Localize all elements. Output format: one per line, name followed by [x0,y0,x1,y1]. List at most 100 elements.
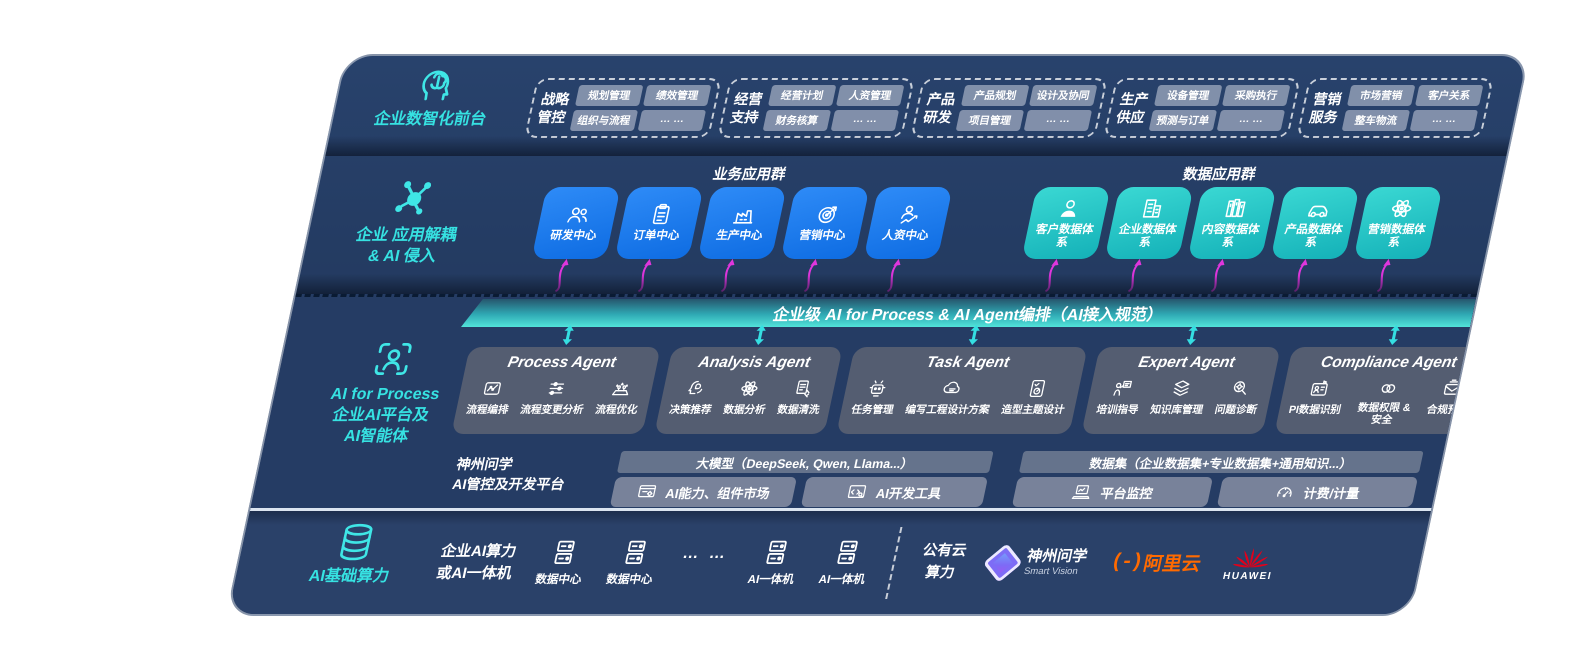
group-product-rd: 产品 研发 产品规划 设计及协同 项目管理 … … [910,78,1108,138]
building-icon [1137,196,1167,221]
group-operation: 经营 支持 经营计划 人资管理 财务核算 … … [717,78,915,138]
laptop-icon [1070,482,1094,502]
team-icon [563,202,593,227]
rings-icon [1376,378,1401,399]
ai-process-label: AI for Process 企业AI平台及 AI智能体 [329,386,442,445]
app-box-wrap: 产品数据体系 [1270,187,1360,293]
up-arrow-magenta [720,258,735,293]
dev-tools-icon [845,482,869,502]
architecture-panel: 企业数智化前台 战略 管控 规划管理 绩效管理 组织与流程 … … 经营 支持 经营… [225,54,1530,616]
data-box-enterprise: 企业数据体系 [1104,187,1194,259]
atom-icon [1386,196,1416,221]
pill: … … [1023,110,1093,131]
data-app-group-title: 数据应用群 [1181,167,1258,183]
data-box-marketing: 营销数据体系 [1353,187,1443,259]
car-icon [1303,196,1333,221]
pill: 产品规划 [960,85,1030,106]
up-arrow-magenta [554,258,569,293]
app-box-wrap: 生产中心 [697,187,787,293]
double-arrow-teal [562,325,574,345]
group-strategy: 战略 管控 规划管理 绩效管理 组织与流程 … … [524,78,722,138]
books-icon [1220,196,1250,221]
trainer-icon [1109,378,1134,399]
pill: 财务核算 [762,110,832,131]
huawei-fan-icon [1231,547,1270,567]
platform-monitor-card: 平台监控 [1011,477,1214,507]
compute-rail: AI基础算力 [272,521,436,588]
double-arrow-teal [754,325,766,345]
pill: 项目管理 [955,110,1025,131]
pill: … … [637,110,707,131]
app-box-production-center: 生产中心 [697,187,787,259]
window-gear-icon [635,482,659,502]
up-arrow-magenta [886,258,901,293]
pill: 规划管理 [574,85,644,106]
data-box-content: 内容数据体系 [1187,187,1277,259]
public-cloud-text: 公有云 算力 [921,543,968,581]
huawei-logo: HUAWEI [1222,544,1279,582]
up-arrow-magenta [1293,258,1308,293]
pill: 客户关系 [1414,85,1484,106]
people-chart-icon [895,202,925,227]
person-icon [1054,196,1084,221]
target-icon [812,202,842,227]
double-arrow-teal [968,325,980,345]
aliyun-bracket-icon: (-) [1108,551,1144,574]
double-arrow-teal [1389,325,1401,345]
pill: 设备管理 [1153,85,1223,106]
smart-vision-logo: 神州问学 Smart Vision [983,542,1089,583]
process-agent-card: Process Agent 流程编排 流程变更分析 流程优化 [451,325,661,435]
application-band: 企业 应用解耦 & AI 侵入 业务应用群 数据应用群 研发中心 订单中心 [296,156,1506,294]
agent-row: Process Agent 流程编排 流程变更分析 流程优化 Analysis … [451,325,1493,435]
dashed-divider [885,526,904,599]
up-arrow-magenta [1376,258,1391,293]
group-title: 战略 管控 [535,90,572,125]
pill: 整车物流 [1341,110,1411,131]
flow-box-icon [479,378,504,399]
sliders-icon [544,378,569,399]
dataset-group: 数据集（企业数据集+专业数据集+通用知识...） 平台监控 计费/计量 [1011,451,1424,507]
up-arrow-magenta [1210,258,1225,293]
clipboard-icon [646,202,676,227]
platform-label: 神州问学 AI管控及开发平台 [450,456,567,492]
double-arrow-teal [1187,325,1199,345]
smart-vision-diamond-icon [983,542,1023,583]
business-domain-groups: 战略 管控 规划管理 绩效管理 组织与流程 … … 经营 支持 经营计划 人资管理 … [524,78,1494,138]
cloud-gear-icon [939,378,964,399]
server-icon [759,538,794,567]
pill: … … [1216,110,1286,131]
head-idea-icon [682,378,707,399]
diagnose-icon [1228,378,1253,399]
app-box-rd-center: 研发中心 [531,187,621,259]
front-office-label: 企业数智化前台 [372,111,488,128]
robot-icon [864,378,889,399]
app-box-wrap: 企业数据体系 [1104,187,1194,293]
app-box-wrap: 营销数据体系 [1353,187,1443,293]
enterprise-compute-text: 企业AI算力 或AI一体机 [434,542,519,582]
data-box-product: 产品数据体系 [1270,187,1360,259]
person-scan-icon [366,337,419,381]
ai-process-rail: AI for Process 企业AI平台及 AI智能体 [291,337,479,447]
ai-bus-bar: 企业级 AI for Process & AI Agent编排（AI接入规范） [461,299,1476,327]
digital-head-icon [412,64,463,106]
group-production-supply: 生产 供应 设备管理 采购执行 预测与订单 … … [1103,78,1301,138]
server-icon [830,538,865,567]
data-box-customer: 客户数据体系 [1021,187,1111,259]
ai-dev-tools-card: AI开发工具 [800,477,989,507]
ellipsis: … … [681,544,731,562]
server-icon [617,538,652,567]
datacenter-node: 数据中心 [534,538,590,587]
billing-metering-card: 计费/计量 [1216,477,1419,507]
stage-icon [608,378,633,399]
up-arrow-magenta [637,258,652,293]
platform-row: 神州问学 AI管控及开发平台 大模型（DeepSeek, Qwen, Llama… [448,451,1424,507]
app-box-marketing-center: 营销中心 [780,187,870,259]
app-box-wrap: 客户数据体系 [1021,187,1111,293]
aliyun-logo: (-) 阿里云 [1108,551,1203,575]
app-box-order-center: 订单中心 [614,187,704,259]
compliance-agent-card: Compliance Agent PI数据识别 数据权限 & 安全 合规预警 [1273,325,1493,435]
pill: 经营计划 [767,85,837,106]
server-icon [546,538,581,567]
ai-appliance-node: AI一体机 [746,538,802,587]
up-arrow-magenta [803,258,818,293]
